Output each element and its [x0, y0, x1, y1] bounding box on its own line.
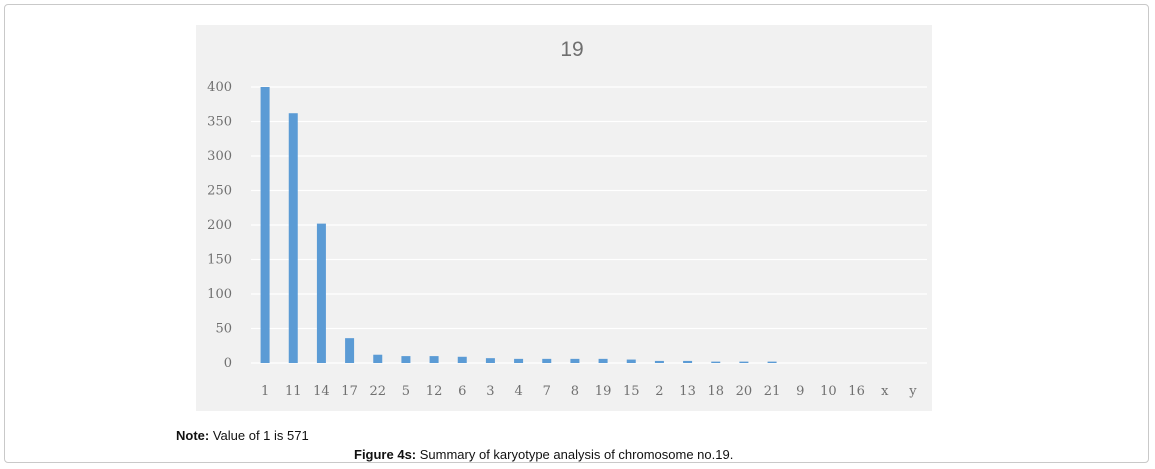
bar-13 [683, 360, 693, 363]
note-label: Note: [176, 428, 210, 443]
x-axis-ticks: 1 11 14 17 22 5 12 6 3 4 7 8 19 15 2 13 18 20 21 9 10 16 x y [261, 384, 917, 399]
x-tick-label: 6 [458, 384, 466, 399]
bar-19 [598, 358, 608, 363]
caption-label: Figure 4s: [354, 447, 417, 462]
note-text: Value of 1 is 571 [209, 428, 309, 443]
bar-6 [457, 356, 467, 363]
y-tick-label: 0 [224, 356, 232, 371]
x-tick-label: 4 [514, 384, 522, 399]
y-tick-label: 50 [215, 322, 232, 337]
x-tick-label: 5 [402, 384, 410, 399]
x-tick-label: 7 [543, 384, 551, 399]
bar-2 [654, 360, 664, 363]
x-tick-label: 2 [655, 384, 663, 399]
x-tick-label: 15 [623, 384, 640, 399]
x-tick-label: 16 [848, 384, 865, 399]
x-tick-label: y [908, 384, 917, 399]
bar-5 [401, 356, 411, 363]
bar-8 [570, 358, 580, 363]
y-tick-label: 300 [207, 149, 232, 164]
caption-text: Summary of karyotype analysis of chromos… [416, 447, 734, 462]
bar-18 [711, 361, 721, 363]
figure-caption: Figure 4s: Summary of karyotype analysis… [354, 447, 733, 462]
bars [260, 87, 777, 363]
chart-title: 19 [560, 38, 583, 61]
y-tick-label: 100 [207, 287, 232, 302]
y-tick-label: 150 [207, 253, 232, 268]
bar-14 [316, 223, 326, 363]
x-tick-label: 13 [679, 384, 696, 399]
x-tick-label: 19 [595, 384, 612, 399]
bar-4 [514, 358, 524, 363]
x-tick-label: 20 [736, 384, 753, 399]
x-tick-label: 8 [571, 384, 579, 399]
y-tick-label: 400 [207, 80, 232, 95]
bar-15 [626, 359, 636, 363]
gridlines [251, 86, 927, 364]
x-tick-label: 10 [820, 384, 837, 399]
x-tick-label: 18 [707, 384, 724, 399]
y-axis-ticks: 0 50 100 150 200 250 300 350 400 [207, 80, 232, 371]
x-tick-label: 17 [341, 384, 358, 399]
bar-7 [542, 358, 552, 363]
figure-note: Note: Value of 1 is 571 [176, 428, 309, 443]
y-tick-label: 350 [207, 115, 232, 130]
x-tick-label: x [881, 384, 889, 399]
y-tick-label: 200 [207, 218, 232, 233]
bar-12 [429, 356, 439, 363]
bar-3 [485, 358, 495, 363]
bar-17 [345, 338, 355, 363]
x-tick-label: 12 [426, 384, 443, 399]
bar-22 [373, 354, 383, 363]
x-tick-label: 9 [796, 384, 804, 399]
x-tick-label: 11 [285, 384, 302, 399]
bar-1 [260, 87, 270, 363]
bar-21 [767, 361, 777, 363]
x-tick-label: 14 [313, 384, 330, 399]
x-tick-label: 3 [486, 384, 494, 399]
y-tick-label: 250 [207, 184, 232, 199]
x-tick-label: 22 [369, 384, 386, 399]
bar-20 [739, 361, 749, 363]
x-tick-label: 1 [261, 384, 269, 399]
x-tick-label: 21 [764, 384, 781, 399]
bar-11 [288, 113, 298, 363]
chart-panel: 19 0 50 100 150 200 250 300 350 400 1 11 14 17 22 5 12… [196, 25, 932, 411]
